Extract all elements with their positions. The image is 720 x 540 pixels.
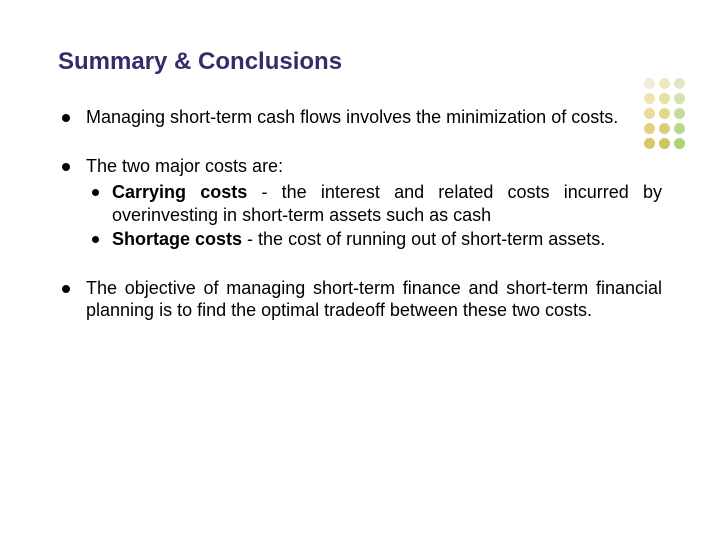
- slide-title: Summary & Conclusions: [58, 48, 662, 76]
- list-item-bold: Carrying costs: [112, 182, 247, 202]
- decorative-dot: [674, 138, 685, 149]
- decorative-dot: [674, 78, 685, 89]
- list-item-text: The two major costs are:: [86, 156, 283, 176]
- decorative-dot: [674, 93, 685, 104]
- decorative-dot: [659, 78, 670, 89]
- decorative-dot: [644, 93, 655, 104]
- list-item: Carrying costs - the interest and relate…: [86, 181, 662, 226]
- list-item: Shortage costs - the cost of running out…: [86, 228, 662, 251]
- list-item: The two major costs are: Carrying costs …: [58, 155, 662, 251]
- list-item: The objective of managing short-term fin…: [58, 277, 662, 322]
- decorative-dot: [659, 93, 670, 104]
- decorative-dot: [674, 123, 685, 134]
- list-item-text: The objective of managing short-term fin…: [86, 278, 662, 321]
- list-item-rest: - the cost of running out of short-term …: [242, 229, 605, 249]
- decorative-dot: [644, 78, 655, 89]
- decorative-dot: [644, 138, 655, 149]
- bullet-list: Managing short-term cash flows involves …: [58, 106, 662, 322]
- slide: Summary & Conclusions Managing short-ter…: [0, 0, 720, 540]
- sub-bullet-list: Carrying costs - the interest and relate…: [86, 181, 662, 251]
- decorative-dot: [674, 108, 685, 119]
- list-item-text: Managing short-term cash flows involves …: [86, 107, 618, 127]
- decorative-dot: [659, 138, 670, 149]
- list-item: Managing short-term cash flows involves …: [58, 106, 662, 129]
- list-item-bold: Shortage costs: [112, 229, 242, 249]
